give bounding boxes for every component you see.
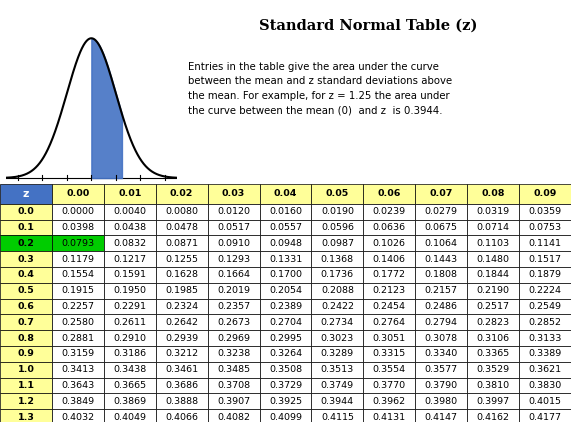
Text: -3: -3: [13, 187, 23, 196]
Text: -2: -2: [38, 187, 47, 196]
Text: 1: 1: [112, 187, 119, 196]
Text: Entries in the table give the area under the curve
between the mean and z standa: Entries in the table give the area under…: [188, 62, 453, 115]
Text: 3: 3: [162, 187, 168, 196]
Text: z: z: [122, 190, 127, 200]
Text: -1: -1: [62, 187, 72, 196]
Text: Standard Normal Table (z): Standard Normal Table (z): [259, 18, 477, 32]
Text: 0: 0: [89, 187, 94, 196]
Text: 2: 2: [137, 187, 143, 196]
